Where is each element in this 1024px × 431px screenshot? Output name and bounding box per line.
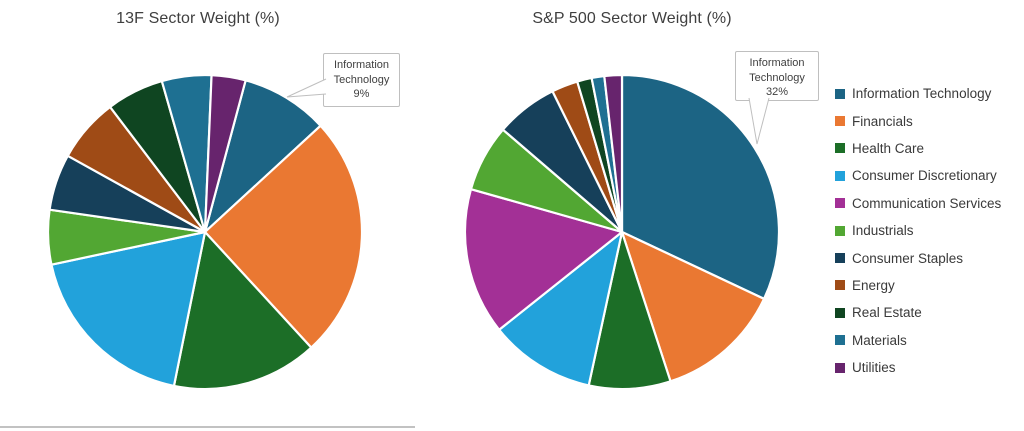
legend-swatch-icon — [835, 362, 845, 373]
legend-label: Communication Services — [852, 195, 1002, 211]
legend-label: Health Care — [852, 140, 925, 156]
legend-label: Industrials — [852, 223, 914, 239]
pie-slice-information-technology[interactable] — [620, 73, 781, 300]
callout-value: 9% — [353, 88, 370, 100]
legend-item-energy[interactable]: Energy — [835, 272, 1001, 299]
legend-item-consumer-staples[interactable]: Consumer Staples — [835, 244, 1001, 271]
legend-item-consumer-discretionary[interactable]: Consumer Discretionary — [835, 162, 1001, 189]
pie-slice-financials[interactable] — [620, 230, 766, 383]
legend-swatch-icon — [835, 143, 845, 154]
pie-slice-consumer-discretionary[interactable] — [498, 230, 624, 387]
legend-label: Real Estate — [852, 305, 922, 321]
callout-sp500-information-technology[interactable]: Information Technology 32% — [735, 51, 819, 101]
pie-slice-communication-services[interactable] — [463, 188, 624, 331]
callout-line: Technology — [749, 71, 805, 84]
legend-label: Consumer Staples — [852, 250, 964, 266]
pie-slice-utilities[interactable] — [203, 74, 247, 234]
callout-value: 32% — [765, 86, 789, 98]
legend-swatch-icon — [835, 198, 845, 209]
legend-swatch-icon — [835, 253, 845, 264]
legend-swatch-icon — [835, 170, 845, 181]
pie-slice-consumer-discretionary[interactable] — [50, 230, 207, 387]
legend-swatch-icon — [835, 88, 845, 99]
bottom-divider-line — [0, 426, 415, 428]
legend-label: Consumer Discretionary — [852, 168, 997, 184]
legend-swatch-icon — [835, 307, 845, 318]
callout-line: Technology — [333, 73, 390, 86]
pie-slice-information-technology[interactable] — [203, 79, 322, 234]
legend-item-financials[interactable]: Financials — [835, 107, 1001, 134]
legend-label: Energy — [852, 277, 895, 293]
legend-label: Financials — [852, 113, 913, 129]
chart-title-13f[interactable]: 13F Sector Weight (%) — [116, 10, 280, 27]
pie-slice-health-care[interactable] — [172, 230, 313, 391]
pie-sp500-sector-weight — [463, 73, 781, 391]
legend-item-materials[interactable]: Materials — [835, 327, 1001, 354]
pie-13f-sector-weight — [46, 73, 364, 391]
legend-label: Utilities — [852, 360, 896, 376]
legend-swatch-icon — [835, 335, 845, 346]
legend-label: Information Technology — [852, 86, 992, 102]
callout-13f-information-technology[interactable]: Information Technology 9% — [323, 53, 400, 107]
pie-slice-financials[interactable] — [203, 124, 364, 349]
legend-swatch-icon — [835, 280, 845, 291]
sector-legend: Information Technology Financials Health C… — [835, 80, 1001, 381]
legend-swatch-icon — [835, 225, 845, 236]
legend-item-industrials[interactable]: Industrials — [835, 217, 1001, 244]
legend-label: Materials — [852, 332, 907, 348]
legend-item-communication-services[interactable]: Communication Services — [835, 190, 1001, 217]
legend-item-information-technology[interactable]: Information Technology — [835, 80, 1001, 107]
callout-line: Information — [333, 59, 390, 71]
legend-swatch-icon — [835, 116, 845, 127]
legend-item-real-estate[interactable]: Real Estate — [835, 299, 1001, 326]
callout-line: Information — [749, 57, 805, 69]
pie-slice-utilities[interactable] — [603, 73, 624, 234]
legend-item-health-care[interactable]: Health Care — [835, 135, 1001, 162]
legend-item-utilities[interactable]: Utilities — [835, 354, 1001, 381]
chart-title-sp500[interactable]: S&P 500 Sector Weight (%) — [532, 10, 732, 27]
